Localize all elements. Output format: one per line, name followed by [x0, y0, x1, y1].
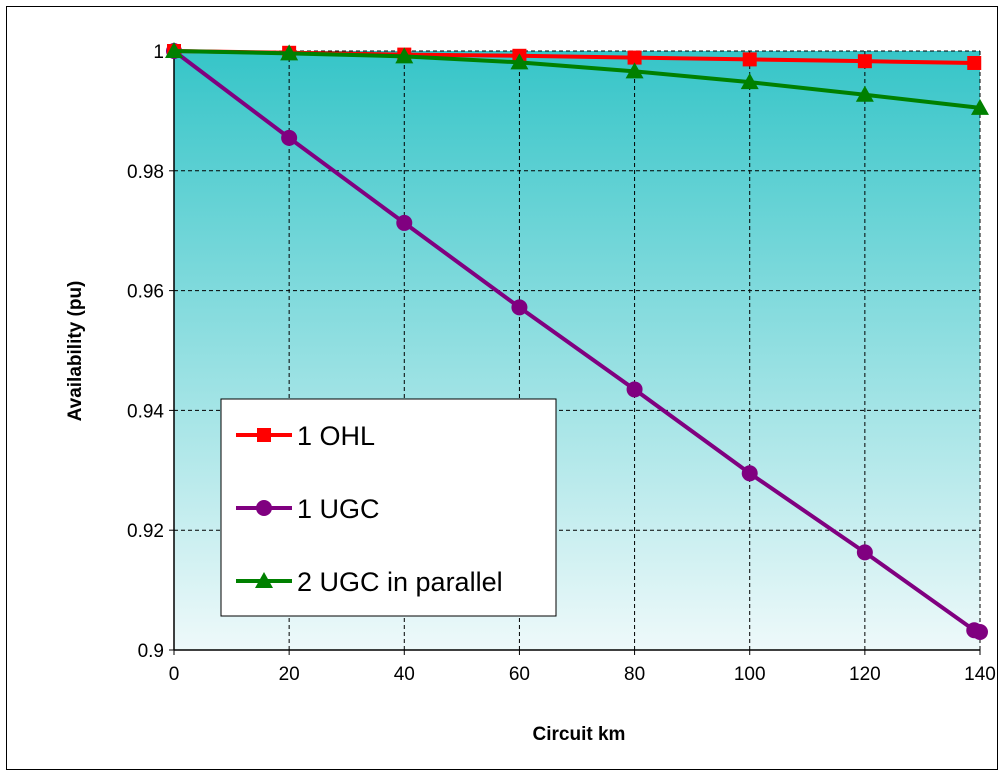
x-tick-label: 120	[849, 664, 881, 685]
series-line	[173, 49, 981, 110]
data-point	[855, 85, 874, 102]
data-point	[627, 50, 642, 65]
data-point	[741, 465, 758, 482]
data-point	[742, 52, 757, 67]
x-tick-label: 40	[394, 664, 415, 685]
data-point	[626, 381, 643, 398]
data-point	[280, 44, 299, 61]
legend-entry-label: 1 UGC	[297, 494, 380, 524]
data-point	[625, 62, 644, 79]
data-point	[971, 98, 989, 115]
legend: 1 OHL 1 UGC 2 UGC in parallel	[220, 398, 557, 617]
data-point	[857, 54, 872, 69]
data-point	[856, 544, 873, 561]
legend-marker	[256, 500, 272, 516]
y-tick-label: 0.94	[127, 401, 164, 422]
data-point	[165, 42, 183, 58]
y-tick-label: 0.98	[127, 162, 164, 183]
y-tick-label: 0.96	[127, 282, 164, 303]
data-point	[396, 214, 413, 231]
data-point	[740, 73, 759, 90]
y-axis-title: Availability (pu)	[65, 281, 86, 422]
x-tick-label: 0	[169, 664, 180, 685]
x-tick-label: 140	[964, 664, 996, 685]
y-tick-label: 0.92	[127, 521, 164, 542]
x-tick-label: 80	[624, 664, 645, 685]
data-point	[972, 624, 988, 641]
x-tick-label: 20	[279, 664, 300, 685]
series-2-ugc-in-parallel	[165, 42, 989, 115]
x-tick-label: 100	[734, 664, 766, 685]
data-point	[395, 47, 414, 64]
data-point	[967, 55, 982, 70]
legend-marker	[255, 572, 273, 588]
data-point	[281, 129, 298, 146]
data-point	[511, 299, 528, 316]
data-point	[510, 53, 529, 70]
y-tick-label: 0.9	[138, 641, 164, 662]
x-tick-label: 60	[509, 664, 530, 685]
legend-marker	[257, 428, 271, 442]
legend-entry-label: 1 OHL	[297, 421, 375, 451]
y-tick-label: 1	[153, 42, 164, 63]
legend-entry-label: 2 UGC in parallel	[297, 567, 503, 597]
x-axis-title: Circuit km	[533, 724, 626, 745]
